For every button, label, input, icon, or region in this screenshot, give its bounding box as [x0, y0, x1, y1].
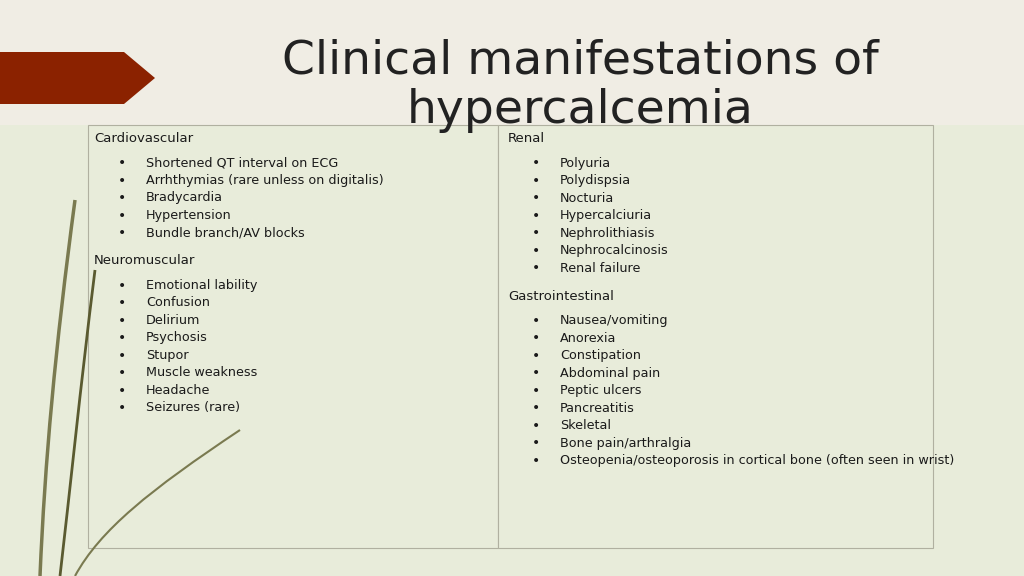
Text: Nocturia: Nocturia [560, 191, 614, 204]
Text: Shortened QT interval on ECG: Shortened QT interval on ECG [146, 157, 338, 169]
Text: hypercalcemia: hypercalcemia [407, 88, 754, 133]
Text: •: • [531, 348, 540, 363]
Text: Nephrocalcinosis: Nephrocalcinosis [560, 244, 669, 257]
Text: •: • [531, 454, 540, 468]
Text: •: • [118, 209, 126, 223]
Text: Delirium: Delirium [146, 314, 201, 327]
Text: Polyuria: Polyuria [560, 157, 611, 169]
Text: Seizures (rare): Seizures (rare) [146, 401, 240, 415]
Text: Bundle branch/AV blocks: Bundle branch/AV blocks [146, 226, 305, 240]
Text: •: • [531, 226, 540, 240]
Text: Hypertension: Hypertension [146, 209, 231, 222]
Text: •: • [531, 191, 540, 205]
Text: •: • [118, 226, 126, 240]
Text: •: • [531, 244, 540, 257]
Bar [88, 125, 498, 548]
Bar [0, 125, 1024, 576]
Text: Arrhthymias (rare unless on digitalis): Arrhthymias (rare unless on digitalis) [146, 174, 384, 187]
Text: Headache: Headache [146, 384, 210, 397]
Text: •: • [531, 331, 540, 345]
Text: Nausea/vomiting: Nausea/vomiting [560, 314, 669, 327]
Text: Confusion: Confusion [146, 297, 210, 309]
Text: Abdominal pain: Abdominal pain [560, 366, 660, 380]
Text: •: • [531, 209, 540, 223]
Text: Skeletal: Skeletal [560, 419, 611, 432]
Text: Pancreatitis: Pancreatitis [560, 401, 635, 415]
Text: Muscle weakness: Muscle weakness [146, 366, 257, 380]
Text: Polydispsia: Polydispsia [560, 174, 631, 187]
Text: Renal failure: Renal failure [560, 262, 640, 275]
Text: Bone pain/arthralgia: Bone pain/arthralgia [560, 437, 691, 449]
Text: Bradycardia: Bradycardia [146, 191, 223, 204]
Text: •: • [531, 401, 540, 415]
Polygon shape [0, 52, 155, 104]
Bar [498, 125, 933, 548]
Text: •: • [531, 384, 540, 397]
Text: Peptic ulcers: Peptic ulcers [560, 384, 641, 397]
Text: Stupor: Stupor [146, 349, 188, 362]
Text: •: • [118, 384, 126, 397]
Text: •: • [531, 314, 540, 328]
Text: •: • [118, 331, 126, 345]
Text: •: • [531, 436, 540, 450]
Text: Renal: Renal [508, 132, 545, 145]
Text: Neuromuscular: Neuromuscular [94, 255, 196, 267]
Text: •: • [531, 173, 540, 188]
Text: •: • [531, 419, 540, 433]
Text: •: • [118, 401, 126, 415]
Text: Anorexia: Anorexia [560, 332, 616, 344]
Text: •: • [118, 348, 126, 363]
Text: •: • [118, 314, 126, 328]
Text: •: • [118, 366, 126, 380]
Text: Constipation: Constipation [560, 349, 641, 362]
Text: Cardiovascular: Cardiovascular [94, 132, 194, 145]
Text: •: • [531, 366, 540, 380]
Text: Hypercalciuria: Hypercalciuria [560, 209, 652, 222]
Text: Nephrolithiasis: Nephrolithiasis [560, 226, 655, 240]
Text: Psychosis: Psychosis [146, 332, 208, 344]
Text: •: • [118, 296, 126, 310]
Text: •: • [118, 191, 126, 205]
Text: •: • [118, 156, 126, 170]
Text: Gastrointestinal: Gastrointestinal [508, 290, 613, 302]
Text: Emotional lability: Emotional lability [146, 279, 257, 292]
Text: •: • [531, 156, 540, 170]
Text: •: • [531, 261, 540, 275]
Text: •: • [118, 279, 126, 293]
Text: •: • [118, 173, 126, 188]
Text: Osteopenia/osteoporosis in cortical bone (often seen in wrist): Osteopenia/osteoporosis in cortical bone… [560, 454, 954, 467]
Text: Clinical manifestations of: Clinical manifestations of [282, 38, 879, 83]
